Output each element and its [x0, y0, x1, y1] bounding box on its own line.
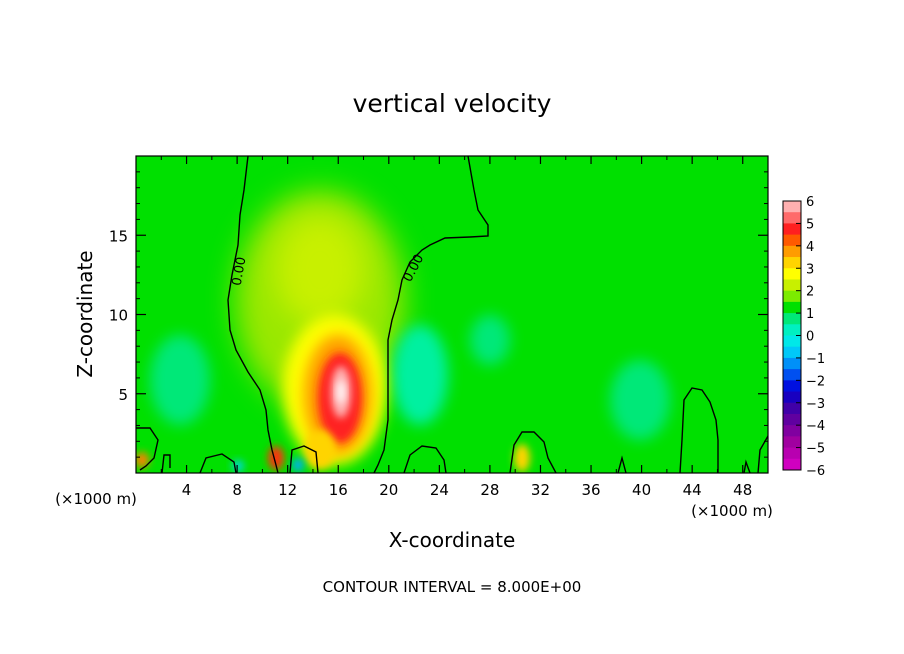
- zero-contour: [509, 431, 557, 473]
- zero-contour: [757, 435, 768, 473]
- chart-title: vertical velocity: [353, 89, 552, 118]
- colorbar-tick-label: 2: [806, 285, 814, 300]
- colorbar-swatch: [783, 290, 801, 303]
- colorbar-swatch: [783, 301, 801, 314]
- colorbar-swatch: [783, 313, 801, 325]
- colorbar-swatch: [783, 201, 801, 213]
- colorbar-tick-label: −3: [806, 397, 825, 412]
- colorbar: 6 5 4 3 2 1 0 −1 −2 −3 −4 −5 −6: [782, 195, 825, 479]
- colorbar-swatch: [783, 223, 801, 236]
- colorbar-tick-label: −4: [806, 419, 825, 434]
- zero-contour: [199, 453, 237, 473]
- low-updraft: [136, 452, 149, 468]
- colorbar-swatch: [783, 257, 801, 269]
- plot-area: 0.00 0.00: [135, 155, 769, 474]
- y-tick-label: 5: [118, 386, 128, 404]
- x-tick-label: 24: [430, 481, 449, 499]
- y-axis: 5 10 15: [109, 171, 768, 458]
- plot-background: [136, 156, 768, 473]
- colorbar-swatch: [783, 402, 801, 415]
- downdraft-region: [392, 325, 448, 425]
- x-tick-label: 36: [581, 481, 600, 499]
- downdraft-region: [150, 335, 210, 425]
- x-unit-label: (×1000 m): [691, 502, 773, 520]
- x-tick-label: 40: [632, 481, 651, 499]
- colorbar-tick-label: −1: [806, 352, 825, 367]
- x-tick-label: 48: [733, 481, 752, 499]
- zero-contour: [161, 454, 171, 473]
- updraft-envelope: [275, 215, 365, 325]
- y-axis-label: Z-coordinate: [73, 250, 97, 377]
- colorbar-tick-label: −2: [806, 374, 825, 389]
- colorbar-tick-label: −6: [806, 464, 825, 479]
- low-updraft: [304, 430, 336, 470]
- x-tick-label: 28: [480, 481, 499, 499]
- colorbar-tick-label: 6: [806, 195, 814, 210]
- colorbar-swatch: [783, 391, 801, 404]
- colorbar-tick-label: −5: [806, 442, 825, 457]
- colorbar-tick-label: 4: [806, 240, 814, 255]
- zero-contour: [679, 387, 719, 473]
- colorbar-swatch: [783, 245, 801, 258]
- downdraft-cell: [292, 458, 304, 472]
- x-tick-label: 20: [379, 481, 398, 499]
- colorbar-swatch: [783, 279, 801, 292]
- low-updraft: [514, 444, 530, 472]
- colorbar-swatch: [783, 234, 801, 247]
- colorbar-tick-label: 0: [806, 330, 814, 345]
- downdraft-region: [610, 360, 670, 440]
- x-axis-label: X-coordinate: [389, 528, 516, 552]
- colorbar-swatch: [783, 413, 801, 426]
- velocity-field: [136, 156, 768, 473]
- colorbar-swatch: [783, 369, 801, 381]
- colorbar-swatch: [783, 357, 801, 370]
- downdraft-region: [470, 315, 510, 365]
- colorbar-swatch: [783, 436, 801, 449]
- x-tick-label: 12: [278, 481, 297, 499]
- zero-contour: [289, 445, 319, 473]
- colorbar-swatch: [783, 212, 801, 224]
- y-tick-label: 15: [109, 227, 128, 245]
- y-tick-label: 10: [109, 307, 128, 325]
- colorbar-tick-label: 5: [806, 217, 814, 232]
- colorbar-tick-label: 1: [806, 307, 814, 322]
- x-tick-label: 16: [329, 481, 348, 499]
- x-tick-label: 8: [232, 481, 242, 499]
- colorbar-swatch: [783, 380, 801, 393]
- colorbar-swatch: [783, 425, 801, 437]
- colorbar-swatch: [783, 324, 801, 336]
- updraft-core: [337, 380, 345, 404]
- contour-label: 0.00: [230, 256, 250, 287]
- zero-contour: [617, 455, 627, 473]
- x-tick-label: 44: [683, 481, 702, 499]
- zero-contour: [743, 459, 751, 473]
- colorbar-swatch: [783, 335, 801, 348]
- zero-contour: [136, 427, 159, 471]
- x-axis: 4 8 12 16 20 24 28 32 36 40 44 48: [160, 156, 752, 499]
- x-tick-label: 32: [531, 481, 550, 499]
- colorbar-tick-label: 3: [806, 262, 814, 277]
- colorbar-swatch: [783, 346, 801, 359]
- x-tick-label: 4: [182, 481, 192, 499]
- colorbar-swatch: [783, 447, 801, 460]
- colorbar-swatch: [783, 458, 801, 471]
- zero-contour: [227, 156, 279, 473]
- y-unit-label: (×1000 m): [55, 490, 137, 508]
- zero-contour: [373, 156, 489, 473]
- contour-interval-note: CONTOUR INTERVAL = 8.000E+00: [323, 578, 582, 596]
- zero-contour: [403, 445, 447, 473]
- colorbar-swatch: [783, 268, 801, 280]
